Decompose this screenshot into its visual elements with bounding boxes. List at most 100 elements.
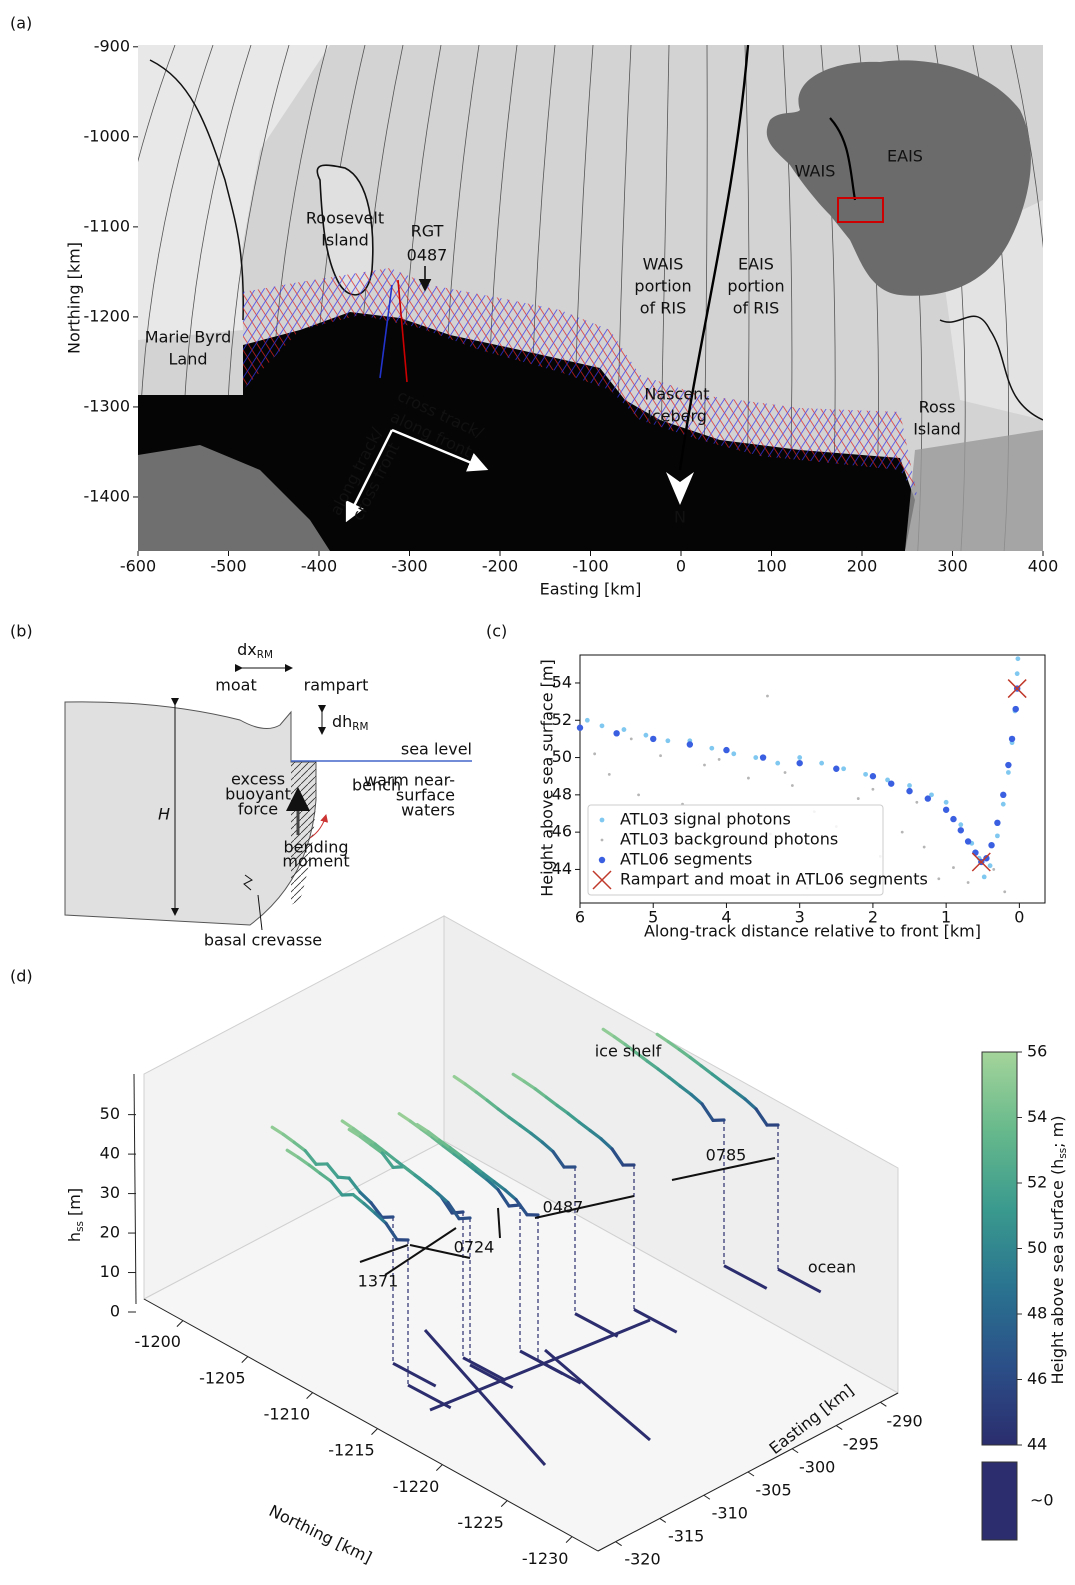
legend-label: Rampart and moat in ATL06 segments	[620, 870, 928, 889]
point	[629, 737, 633, 741]
track-segment	[419, 1127, 434, 1139]
dx-label: dxRM	[237, 640, 273, 662]
rgt-connector	[359, 1157, 776, 1276]
track-segment	[285, 1148, 300, 1159]
rgt-label: 1371	[358, 1272, 399, 1291]
rgt-track	[379, 284, 393, 379]
point	[1000, 791, 1007, 799]
y-tick	[835, 1425, 843, 1430]
track-segment	[369, 1143, 384, 1155]
colorbar-tick-label: 50	[1027, 1238, 1047, 1257]
colorbar-tick-label: 46	[1027, 1369, 1047, 1388]
x-tick	[241, 1356, 249, 1363]
point	[952, 866, 955, 869]
flow-line	[1049, 45, 1075, 560]
y-tick-label: -1100	[84, 216, 131, 235]
point	[797, 755, 803, 760]
annotation: ocean	[808, 1258, 856, 1277]
track-segment	[430, 1135, 445, 1148]
track-segment	[540, 1140, 555, 1154]
ocean	[138, 312, 915, 551]
map-annotation: Island	[913, 420, 961, 439]
track-segment	[292, 1140, 307, 1153]
crevasse	[243, 874, 253, 891]
point	[753, 755, 759, 760]
waters-label: warm near-	[364, 771, 455, 790]
y-tick-label: -900	[94, 36, 130, 55]
track-segment	[397, 1112, 412, 1123]
point	[833, 765, 840, 772]
rgt-label: 0785	[706, 1146, 747, 1165]
inset-box	[837, 197, 884, 223]
point	[613, 730, 620, 737]
track-segment	[463, 1160, 478, 1173]
point	[964, 838, 972, 845]
point	[783, 771, 787, 774]
wais-eais-boundary	[678, 45, 750, 471]
map-annotation: Island	[321, 231, 369, 250]
point	[988, 841, 995, 849]
point	[643, 732, 649, 738]
point	[593, 752, 597, 756]
point	[900, 830, 904, 834]
track-segment	[413, 1173, 428, 1186]
track-segment	[441, 1144, 456, 1156]
legend-marker	[592, 870, 612, 890]
x-tick-label: 0	[1014, 908, 1024, 927]
point	[869, 773, 877, 780]
north-arrow	[666, 472, 694, 505]
point	[775, 760, 781, 766]
y-axis-label: Northing [km]	[65, 242, 84, 354]
point	[943, 799, 949, 805]
x-tick-label: 3	[795, 908, 805, 927]
x-tick-label: -300	[391, 557, 427, 576]
track-segment	[435, 1191, 450, 1205]
track-segment	[373, 1142, 388, 1155]
y-tick-label: -1400	[84, 486, 131, 505]
point	[885, 777, 890, 783]
sea-level-label: sea level	[401, 740, 472, 759]
track-segment	[612, 1035, 627, 1047]
track-segment	[384, 1151, 399, 1164]
map-annotation: Ross	[919, 398, 956, 417]
legend-label: ATL03 background photons	[620, 830, 838, 849]
y-tick-label: 48	[552, 784, 572, 803]
z-tick-label: 20	[100, 1223, 120, 1242]
track-segment	[424, 1182, 439, 1195]
point	[731, 751, 737, 757]
map-annotation: Nascent	[644, 385, 709, 404]
track-segment	[369, 1201, 384, 1219]
track-segment	[329, 1179, 344, 1197]
track-segment	[358, 1134, 373, 1147]
y-tick-label: 52	[552, 710, 572, 729]
colorbar-tick-label: 48	[1027, 1304, 1047, 1323]
x-tick	[176, 1320, 184, 1327]
point	[1005, 770, 1011, 775]
track-segment	[362, 1201, 377, 1215]
point	[686, 741, 694, 748]
point	[950, 815, 957, 823]
y-tick	[747, 1471, 755, 1477]
point	[650, 735, 657, 743]
track-segment	[677, 1047, 692, 1060]
x-tick-label: -1210	[264, 1404, 311, 1423]
map-annotation: portion	[634, 277, 691, 296]
track-segment	[623, 1042, 638, 1055]
waters-label: surface	[396, 786, 455, 805]
colorbar-label-post: ; m)	[1048, 1116, 1067, 1148]
inset-divide	[829, 117, 857, 201]
point	[717, 758, 721, 761]
track-segment	[481, 1171, 496, 1184]
leader	[257, 894, 263, 931]
x-tick	[500, 1500, 508, 1507]
point	[871, 787, 875, 791]
y-tick-label: -295	[843, 1435, 879, 1454]
force-label: buoyant	[225, 785, 291, 804]
ocean-segment	[777, 1267, 822, 1294]
track-segment	[351, 1193, 366, 1206]
y-tick	[880, 1401, 887, 1407]
point	[796, 759, 803, 767]
legend-label: ATL06 segments	[620, 850, 752, 869]
y-tick	[615, 1541, 622, 1547]
